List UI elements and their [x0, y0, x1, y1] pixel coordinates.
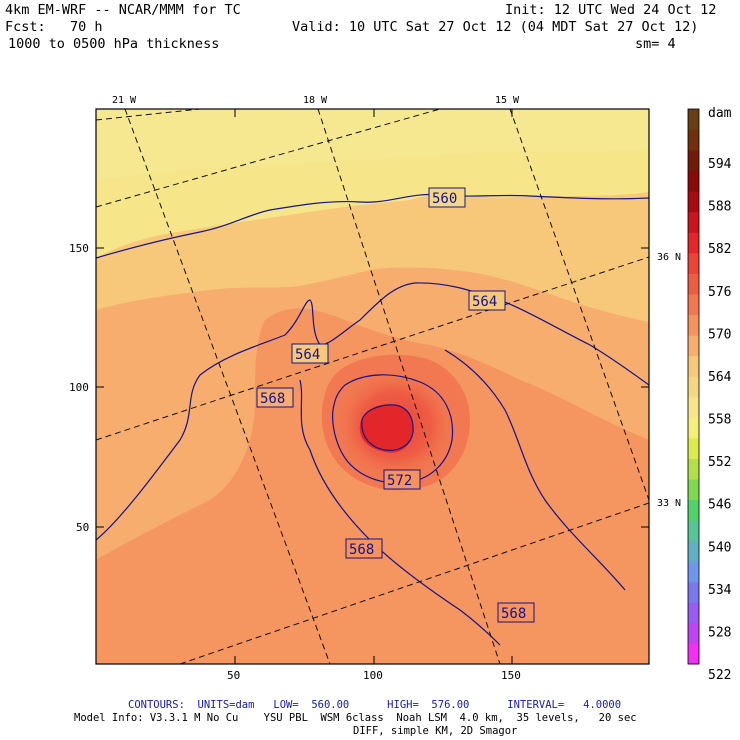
colorbar-swatch: [688, 294, 699, 316]
thickness-fill: [96, 109, 649, 664]
colorbar-swatch: [688, 211, 699, 233]
contour-label-box: [256, 387, 294, 408]
contour-label-568-south: 568: [501, 606, 526, 622]
colorbar-level-label: 534: [708, 583, 732, 598]
colorbar-swatch: [688, 252, 699, 274]
colorbar-level-label: 528: [708, 625, 731, 640]
colorbar-unit: dam: [708, 106, 732, 121]
colorbar-swatch: [688, 540, 699, 562]
colorbar: [687, 108, 700, 665]
lon-label-18w: 18 W: [303, 95, 328, 106]
contour-label-box: [345, 538, 383, 559]
colorbar-swatch: [688, 602, 699, 624]
colorbar-swatch: [688, 150, 699, 172]
x-axis-ticks: [96, 109, 649, 664]
colorbar-swatch: [688, 458, 699, 480]
colorbar-level-label: 594: [708, 157, 732, 172]
fill-north-band: [96, 109, 649, 180]
contour-568-east: [444, 349, 626, 591]
contour-label-560: 560: [432, 191, 457, 207]
meridian-24w: [96, 109, 201, 121]
colorbar-level-label: 540: [708, 540, 731, 555]
lon-label-15w: 15 W: [495, 95, 520, 106]
colorbar-swatch: [688, 355, 699, 377]
colorbar-swatch: [688, 335, 699, 357]
forecast-hour: Fcst: 70 h: [5, 19, 103, 35]
colorbar-swatch: [688, 232, 699, 254]
contour-label-box: [468, 290, 506, 311]
model-info-diff: DIFF, simple KM, 2D Smagor: [353, 725, 518, 737]
contour-label-568-north: 568: [260, 391, 285, 407]
colorbar-level-label: 522: [708, 668, 731, 683]
x-tick-100: 100: [363, 669, 383, 682]
meridian-18w: [317, 109, 501, 664]
colorbar-swatch: [688, 376, 699, 398]
contour-560: [96, 193, 649, 259]
colorbar-swatch: [688, 643, 699, 665]
colorbar-level-label: 564: [708, 370, 732, 385]
lat-label-33n: 33 N: [657, 498, 681, 509]
contour-info: CONTOURS: UNITS=dam LOW= 560.00 HIGH= 57…: [128, 699, 622, 711]
colorbar-level-label: 552: [708, 455, 731, 470]
colorbar-level-label: 546: [708, 498, 731, 513]
init-time: Init: 12 UTC Wed 24 Oct 12: [505, 2, 717, 18]
contour-label-572: 572: [387, 473, 412, 489]
colorbar-level-label: 588: [708, 200, 731, 215]
x-tick-50: 50: [227, 669, 240, 682]
colorbar-swatch: [688, 170, 699, 192]
y-tick-150: 150: [69, 242, 89, 255]
colorbar-swatch: [688, 314, 699, 336]
contour-label-box: [428, 187, 466, 208]
colorbar-frame: [687, 108, 700, 665]
y-tick-50: 50: [76, 521, 89, 534]
colorbar-swatch: [688, 273, 699, 295]
latlon-grid: [96, 109, 649, 664]
smoothing: sm= 4: [635, 36, 676, 52]
colorbar-swatch: [688, 622, 699, 644]
colorbar-labels: 594 588 582 576 570 564 558 552 546 540 534 528 522: [708, 157, 732, 683]
colorbar-level-label: 576: [708, 285, 731, 300]
parallel-36n: [96, 256, 649, 441]
colorbar-swatch: [688, 129, 699, 151]
valid-time: Valid: 10 UTC Sat 27 Oct 12 (04 MDT Sat …: [292, 19, 699, 35]
contour-labels: 560 564 564 568 572 568 568: [256, 187, 535, 623]
contour-label-564-east: 564: [472, 294, 497, 310]
colorbar-level-label: 558: [708, 413, 731, 428]
colorbar-swatch: [688, 417, 699, 439]
contour-label-box: [291, 343, 329, 364]
model-info: Model Info: V3.3.1 M No Cu YSU PBL WSM 6…: [74, 712, 637, 724]
colorbar-level-label: 582: [708, 242, 731, 257]
colorbar-swatch: [688, 581, 699, 603]
y-tick-100: 100: [69, 381, 89, 394]
parallel-33n: [179, 502, 649, 664]
colorbar-swatch: [688, 437, 699, 459]
meridian-21w: [124, 109, 331, 664]
contour-label-564-west: 564: [295, 347, 320, 363]
colorbar-swatch: [688, 191, 699, 213]
model-title: 4km EM-WRF -- NCAR/MMM for TC: [5, 2, 241, 18]
meridian-15w: [509, 109, 649, 501]
field-name: 1000 to 0500 hPa thickness: [8, 36, 220, 52]
colorbar-swatch: [688, 479, 699, 501]
x-tick-150: 150: [501, 669, 521, 682]
contour-label-box: [383, 469, 421, 490]
colorbar-swatch: [688, 499, 699, 521]
colorbar-swatch: [688, 561, 699, 583]
colorbar-swatch: [688, 109, 699, 131]
contour-label-568-mid: 568: [349, 542, 374, 558]
contour-576: [361, 404, 414, 451]
colorbar-level-label: 570: [708, 327, 731, 342]
lat-label-36n: 36 N: [657, 252, 681, 263]
colorbar-swatch: [688, 520, 699, 542]
fill-576-580: [359, 404, 413, 453]
lon-label-21w: 21 W: [112, 95, 137, 106]
contour-label-box: [497, 602, 535, 623]
colorbar-swatch: [688, 396, 699, 418]
